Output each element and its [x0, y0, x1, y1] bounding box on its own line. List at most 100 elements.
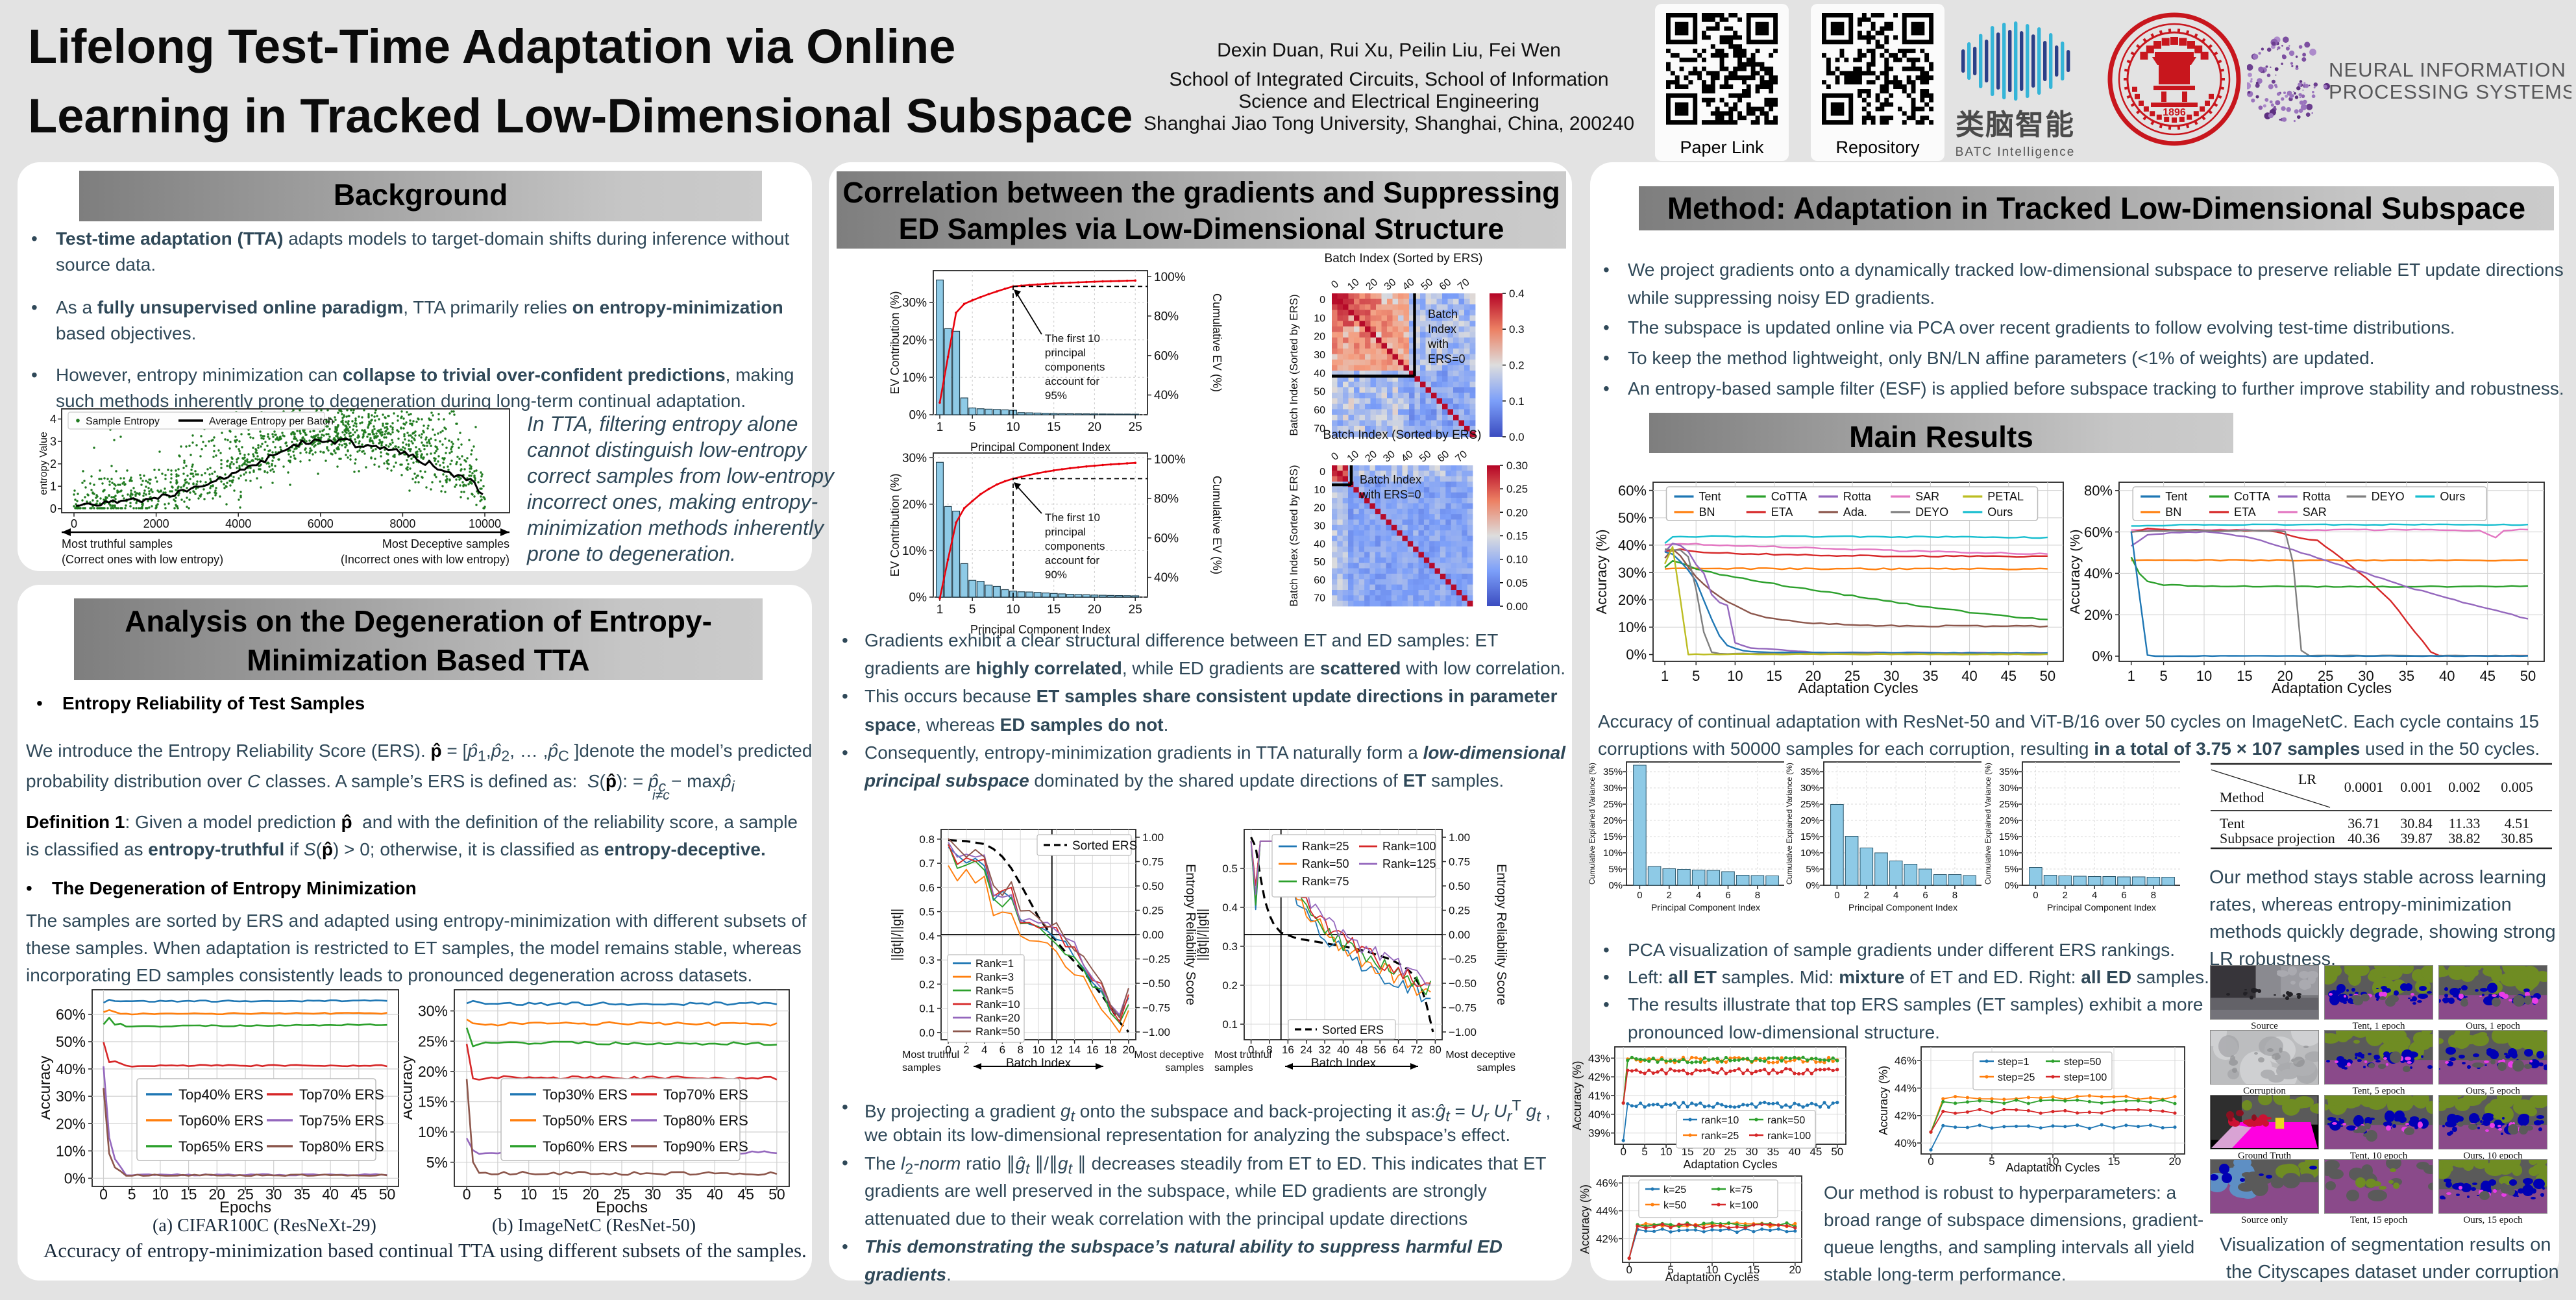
- svg-text:2: 2: [2063, 890, 2068, 901]
- svg-text:10: 10: [1345, 448, 1362, 465]
- svg-text:−0.50: −0.50: [1449, 977, 1477, 990]
- svg-text:rank=25: rank=25: [1701, 1131, 1739, 1142]
- svg-text:20%: 20%: [1999, 815, 2018, 826]
- svg-text:Principal Component Index: Principal Component Index: [2047, 902, 2156, 913]
- svg-text:Top40% ERS: Top40% ERS: [178, 1086, 264, 1103]
- svg-text:40: 40: [1401, 276, 1417, 293]
- svg-text:k=100: k=100: [1730, 1200, 1758, 1211]
- svg-text:30: 30: [1883, 668, 1899, 684]
- svg-text:70: 70: [1454, 448, 1470, 465]
- svg-text:20: 20: [1122, 1044, 1135, 1056]
- svg-text:50: 50: [1314, 387, 1325, 398]
- svg-text:35: 35: [676, 1186, 693, 1203]
- svg-text:2: 2: [1667, 890, 1672, 901]
- svg-text:Top70% ERS: Top70% ERS: [663, 1086, 748, 1103]
- svg-text:42%: 42%: [1588, 1071, 1610, 1083]
- svg-text:0.50: 0.50: [1449, 880, 1470, 892]
- svg-text:80%: 80%: [1154, 310, 1179, 324]
- svg-text:10: 10: [152, 1186, 169, 1203]
- svg-text:0.00: 0.00: [1506, 600, 1528, 613]
- svg-text:Rank=50: Rank=50: [975, 1025, 1020, 1038]
- svg-text:0.001: 0.001: [2400, 779, 2433, 795]
- svg-text:30: 30: [2358, 668, 2374, 684]
- svg-text:10: 10: [1660, 1146, 1673, 1158]
- svg-text:step=25: step=25: [1998, 1072, 2035, 1083]
- svg-text:35%: 35%: [1603, 767, 1623, 778]
- svg-text:30: 30: [265, 1186, 282, 1203]
- svg-text:step=100: step=100: [2064, 1072, 2107, 1083]
- svg-text:Rank=3: Rank=3: [975, 971, 1014, 983]
- svg-text:40: 40: [1961, 668, 1977, 684]
- svg-text:0.4: 0.4: [1222, 901, 1238, 914]
- svg-text:30: 30: [1382, 276, 1399, 293]
- svg-text:80: 80: [1429, 1044, 1441, 1056]
- svg-text:0%: 0%: [2004, 880, 2018, 891]
- svg-text:Sorted ERS: Sorted ERS: [1072, 839, 1137, 853]
- svg-text:4: 4: [1893, 890, 1898, 901]
- svg-text:30%: 30%: [902, 297, 927, 310]
- svg-text:20: 20: [1363, 448, 1379, 465]
- svg-text:15%: 15%: [418, 1094, 448, 1110]
- svg-text:components: components: [1045, 361, 1105, 373]
- svg-text:(Incorrect ones with low entro: (Incorrect ones with low entropy): [341, 553, 509, 566]
- svg-text:1: 1: [50, 480, 56, 493]
- svg-text:5%: 5%: [2004, 864, 2018, 875]
- svg-text:90%: 90%: [1045, 569, 1067, 581]
- svg-text:60%: 60%: [56, 1006, 86, 1023]
- svg-text:0: 0: [1248, 1044, 1254, 1056]
- svg-text:Top80% ERS: Top80% ERS: [663, 1112, 748, 1129]
- svg-text:Batch: Batch: [1428, 308, 1458, 321]
- svg-text:6: 6: [1922, 890, 1928, 901]
- svg-text:40%: 40%: [1588, 1109, 1610, 1121]
- svg-text:Adaptation Cycles: Adaptation Cycles: [2006, 1161, 2100, 1174]
- svg-text:40%: 40%: [1895, 1137, 1917, 1149]
- svg-text:60: 60: [1436, 448, 1452, 465]
- svg-text:0.1: 0.1: [919, 1003, 935, 1015]
- svg-text:0: 0: [50, 502, 56, 515]
- svg-text:70: 70: [1314, 423, 1325, 434]
- svg-text:30%: 30%: [1603, 783, 1623, 794]
- svg-text:35: 35: [1922, 668, 1938, 684]
- svg-text:Repository: Repository: [1835, 138, 1920, 157]
- svg-text:DEYO: DEYO: [2372, 490, 2405, 503]
- svg-text:10: 10: [1706, 1264, 1719, 1276]
- svg-text:2: 2: [963, 1044, 969, 1056]
- svg-text:0%: 0%: [1626, 646, 1647, 663]
- svg-text:Most truthful samples: Most truthful samples: [62, 537, 173, 550]
- svg-text:Rank=100: Rank=100: [1382, 840, 1436, 853]
- svg-text:account for: account for: [1045, 375, 1099, 387]
- svg-text:0.7: 0.7: [919, 857, 935, 870]
- svg-text:0: 0: [1329, 278, 1341, 291]
- svg-text:46%: 46%: [1895, 1055, 1917, 1067]
- svg-text:0.5: 0.5: [919, 906, 935, 918]
- svg-text:8: 8: [1755, 890, 1760, 901]
- svg-text:0: 0: [1626, 1264, 1632, 1276]
- svg-text:Top60% ERS: Top60% ERS: [543, 1138, 628, 1155]
- svg-text:0.2: 0.2: [1222, 979, 1238, 992]
- svg-text:Rank=25: Rank=25: [1302, 840, 1349, 853]
- svg-text:60%: 60%: [1154, 532, 1179, 545]
- svg-text:−1.00: −1.00: [1449, 1026, 1477, 1038]
- svg-text:60: 60: [1438, 276, 1454, 293]
- svg-text:0.0: 0.0: [919, 1027, 935, 1039]
- svg-text:38.82: 38.82: [2448, 830, 2481, 846]
- svg-text:Most deceptive: Most deceptive: [1134, 1049, 1204, 1061]
- svg-text:6: 6: [2121, 890, 2126, 901]
- svg-text:k=50: k=50: [1663, 1200, 1686, 1211]
- svg-text:44%: 44%: [1596, 1205, 1618, 1218]
- svg-text:Cumulative EV (%): Cumulative EV (%): [1210, 293, 1222, 392]
- svg-text:25%: 25%: [1800, 799, 1820, 810]
- svg-text:Rotta: Rotta: [2303, 490, 2331, 503]
- svg-text:BN: BN: [1699, 506, 1715, 519]
- svg-text:0%: 0%: [909, 591, 927, 605]
- svg-text:5%: 5%: [1608, 864, 1623, 875]
- svg-text:20: 20: [209, 1186, 226, 1203]
- svg-text:principal: principal: [1045, 526, 1086, 538]
- svg-text:−0.25: −0.25: [1142, 953, 1170, 965]
- svg-text:0: 0: [1834, 890, 1839, 901]
- svg-text:20: 20: [1789, 1264, 1801, 1276]
- svg-text:PROCESSING SYSTEMS: PROCESSING SYSTEMS: [2329, 80, 2571, 103]
- svg-text:0.2: 0.2: [919, 978, 935, 990]
- svg-text:50: 50: [1419, 276, 1436, 293]
- svg-text:Adaptation Cycles: Adaptation Cycles: [1798, 680, 1918, 696]
